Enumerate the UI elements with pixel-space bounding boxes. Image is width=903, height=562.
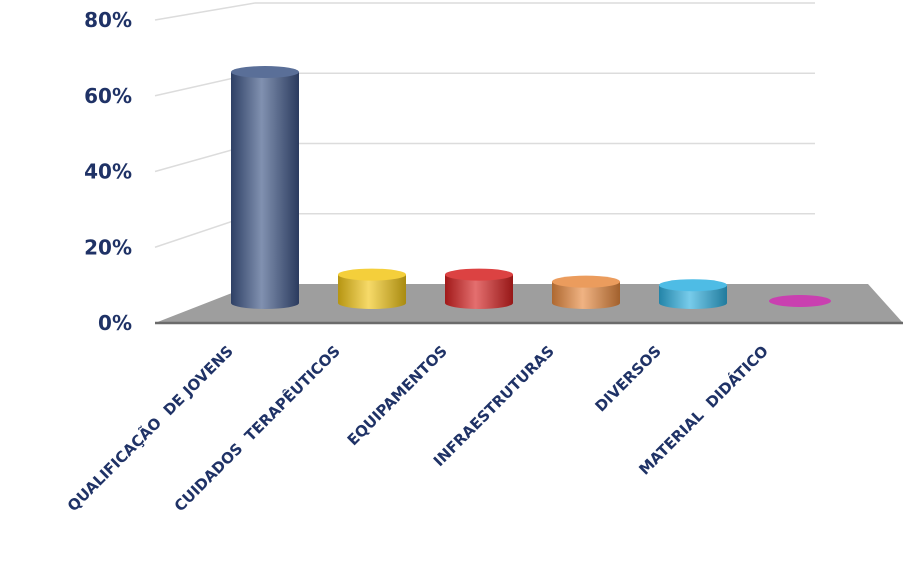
bar-body bbox=[552, 281, 620, 309]
bar-body bbox=[445, 274, 513, 309]
bar-body bbox=[338, 274, 406, 309]
bar-body bbox=[231, 72, 299, 309]
y-tick-label: 40% bbox=[84, 160, 132, 184]
y-tick-label: 20% bbox=[84, 235, 132, 259]
bars bbox=[231, 66, 831, 309]
x-tick-label: INFRAESTRUTURAS bbox=[430, 342, 558, 470]
bar-top bbox=[231, 66, 299, 78]
bar bbox=[659, 279, 727, 309]
x-tick-label: QUALIFICAÇÃO DE JOVENS bbox=[63, 341, 237, 515]
y-tick-label: 80% bbox=[84, 8, 132, 32]
bar bbox=[338, 268, 406, 309]
bar-top bbox=[769, 295, 831, 307]
y-tick-label: 0% bbox=[98, 311, 132, 335]
y-tick-label: 60% bbox=[84, 84, 132, 108]
bar-top bbox=[338, 268, 406, 281]
x-tick-label: CUIDADOS TERAPÊUTICOS bbox=[170, 341, 344, 515]
bar bbox=[552, 275, 620, 309]
x-tick-label: EQUIPAMENTOS bbox=[344, 342, 451, 449]
x-tick-label: DIVERSOS bbox=[591, 342, 664, 415]
bar bbox=[445, 268, 513, 309]
gridline-side bbox=[154, 2, 256, 21]
bar-top bbox=[552, 275, 620, 288]
gridlines bbox=[154, 2, 815, 248]
bar-body bbox=[659, 285, 727, 309]
bar bbox=[231, 66, 299, 309]
bar-top bbox=[659, 279, 727, 292]
y-axis-ticks: 0% 20% 40% 60% 80% bbox=[84, 8, 132, 335]
bar bbox=[769, 295, 831, 307]
bar-top bbox=[445, 268, 513, 281]
